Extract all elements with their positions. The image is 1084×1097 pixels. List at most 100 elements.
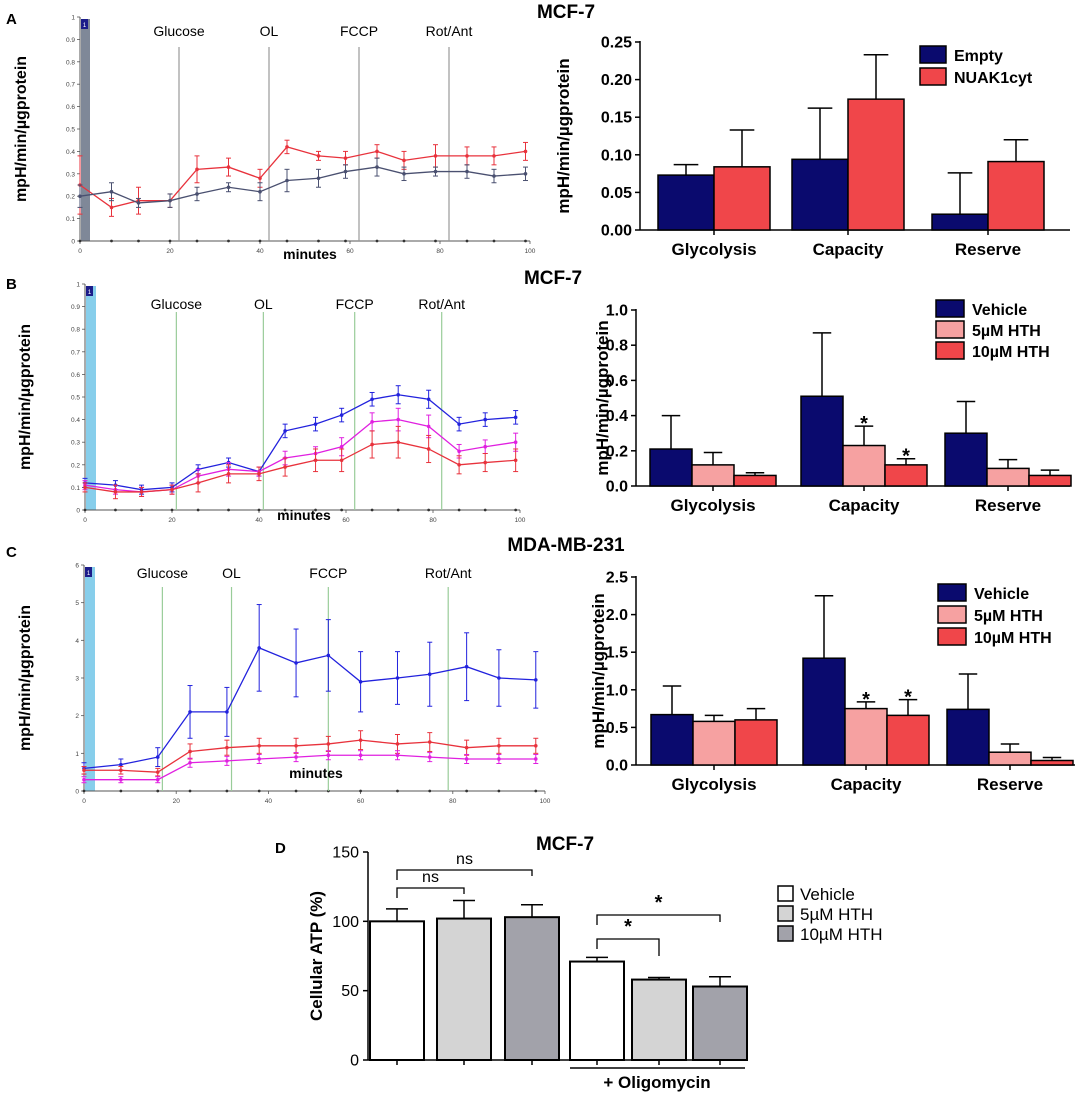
x-measure-marker — [359, 789, 362, 793]
x-measure-marker — [195, 239, 199, 243]
y-axis-label: Cellular ATP (%) — [307, 891, 326, 1021]
x-measure-marker — [427, 508, 431, 512]
x-measure-marker — [402, 239, 406, 243]
y-tick-label: 0.2 — [66, 194, 75, 201]
legend-label: Vehicle — [974, 586, 1029, 603]
x-measure-marker — [370, 508, 374, 512]
legend-swatch — [777, 925, 794, 942]
A-trace-chart: 1 0 0.1 0.2 0.3 0.4 0.5 0.6 0.7 0.8 0.9 1 0 20 40 60 80 1… — [13, 15, 536, 263]
bar-reserve-vehicle — [944, 432, 988, 487]
x-measure-marker — [196, 508, 200, 512]
data-point — [457, 422, 461, 426]
x-measure-marker — [314, 508, 317, 512]
series-line — [79, 146, 526, 209]
data-point — [109, 205, 114, 210]
data-point — [358, 679, 363, 684]
legend-label: 5µM HTH — [974, 608, 1043, 625]
legend-swatch — [919, 67, 947, 86]
x-measure-marker — [188, 789, 192, 793]
data-point — [370, 420, 374, 424]
panel-letter-d: D — [275, 840, 286, 857]
legend-label: Vehicle — [800, 885, 855, 904]
bar-capacity-5-m-hth — [844, 707, 888, 766]
injection-label-ol: OL — [254, 296, 273, 312]
x-measure-marker — [137, 239, 140, 243]
bar-reserve-5-m-hth — [986, 467, 1030, 487]
data-point — [370, 442, 374, 447]
y-axis-label: mpH/min/µgprotein — [589, 593, 608, 748]
y-tick-label: 0 — [71, 239, 75, 246]
x-measure-marker — [294, 789, 298, 793]
data-point — [188, 749, 192, 754]
data-point — [395, 676, 400, 680]
data-point — [492, 174, 496, 178]
comparison-label: ns — [456, 851, 473, 868]
y-tick-label: 4 — [75, 638, 79, 645]
data-point — [433, 154, 438, 158]
y-tick-label: 0.8 — [71, 327, 80, 334]
x-tick-label: 0 — [83, 517, 87, 524]
chart-title: MCF-7 — [536, 834, 594, 855]
data-point — [316, 154, 321, 158]
data-point — [483, 444, 488, 449]
data-point — [226, 472, 231, 476]
series-vehicle — [81, 604, 539, 775]
injection-label-rotant: Rot/Ant — [418, 296, 465, 312]
data-point — [375, 165, 379, 169]
series-line — [84, 754, 536, 781]
data-point — [375, 149, 379, 154]
injection-port-strip — [86, 286, 96, 510]
chart-title: MDA-MB-231 — [507, 535, 625, 556]
x-measure-marker — [110, 239, 113, 243]
injection-badge-label: 1 — [88, 290, 92, 296]
data-point — [533, 678, 538, 682]
atp-bar — [692, 985, 748, 1061]
x-tick-label: 20 — [168, 517, 176, 524]
x-measure-marker — [83, 508, 87, 512]
bar-glycolysis-5-m-hth — [692, 720, 736, 766]
x-tick-label: 60 — [357, 798, 365, 805]
y-tick-label: 2.5 — [606, 570, 628, 587]
data-point — [426, 447, 431, 451]
injection-label-fccp: FCCP — [336, 296, 374, 312]
data-point — [225, 745, 229, 750]
data-point — [497, 757, 501, 761]
x-measure-marker — [285, 239, 289, 243]
data-point — [119, 762, 123, 767]
y-tick-label: 0.1 — [71, 485, 80, 492]
y-tick-label: 0.8 — [66, 59, 75, 66]
series-10-m-hth — [82, 425, 519, 500]
series-line — [84, 739, 536, 773]
data-point — [257, 646, 261, 650]
x-measure-marker — [283, 508, 287, 512]
x-measure-marker — [140, 508, 143, 512]
series-line — [84, 394, 516, 491]
x-tick-label: 20 — [173, 798, 181, 805]
data-point — [119, 777, 123, 782]
y-tick-label: 0.9 — [66, 37, 75, 44]
x-measure-marker — [396, 789, 399, 793]
significance-star: * — [902, 446, 910, 468]
significance-star: * — [904, 687, 912, 709]
data-point — [285, 145, 289, 149]
comparison-label: * — [624, 916, 632, 938]
x-measure-marker — [340, 508, 344, 512]
data-point — [83, 485, 87, 490]
y-tick-label: 0.0 — [606, 758, 628, 775]
y-tick-label: 0.25 — [601, 35, 632, 52]
y-tick-label: 0.20 — [601, 72, 632, 89]
comparison-bracket — [596, 938, 660, 956]
injection-label-glucose: Glucose — [137, 565, 189, 581]
data-point — [427, 740, 432, 744]
y-tick-label: 0.4 — [71, 417, 80, 424]
data-point — [343, 156, 348, 160]
data-point — [188, 710, 192, 714]
x-measure-marker — [497, 789, 501, 793]
series-line — [84, 418, 516, 493]
data-point — [316, 176, 321, 181]
bar-reserve-5-m-hth — [988, 751, 1032, 766]
bar-capacity-10-m-hth — [886, 714, 930, 766]
bar-capacity-vehicle — [800, 395, 844, 487]
